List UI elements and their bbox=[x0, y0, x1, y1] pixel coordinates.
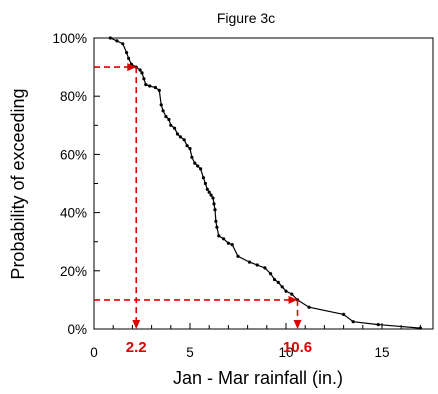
y-axis: 0% 20% 40% 60% 80% 100% bbox=[52, 31, 100, 337]
data-point bbox=[418, 326, 422, 330]
data-point bbox=[276, 280, 280, 284]
data-point bbox=[153, 85, 157, 90]
data-point bbox=[127, 56, 131, 61]
exceedance-curve bbox=[110, 37, 421, 329]
data-point bbox=[142, 77, 146, 81]
data-point bbox=[217, 234, 221, 238]
data-point bbox=[199, 167, 203, 171]
data-point bbox=[280, 285, 284, 289]
data-point bbox=[209, 193, 213, 197]
data-point bbox=[269, 272, 273, 276]
x-axis-label: Jan - Mar rainfall (in.) bbox=[173, 368, 343, 388]
data-point bbox=[376, 323, 380, 327]
data-point bbox=[121, 42, 125, 46]
data-point bbox=[196, 164, 200, 168]
data-point bbox=[159, 103, 163, 107]
data-point bbox=[193, 161, 197, 165]
y-axis-label: Probability of exceeding bbox=[8, 88, 28, 279]
data-point bbox=[185, 144, 189, 148]
data-point bbox=[148, 84, 152, 88]
data-point bbox=[342, 312, 346, 316]
data-point bbox=[108, 36, 112, 40]
data-point bbox=[188, 147, 192, 151]
x-tick-label: 10 bbox=[278, 345, 293, 360]
data-point bbox=[201, 176, 205, 180]
data-point bbox=[138, 68, 142, 72]
callout-right-arrowhead bbox=[127, 63, 137, 72]
data-point bbox=[226, 241, 230, 245]
data-point bbox=[203, 181, 207, 186]
data-point bbox=[144, 83, 148, 87]
data-point bbox=[140, 71, 144, 75]
data-point bbox=[230, 243, 234, 247]
data-point bbox=[215, 225, 219, 229]
callout-value-label: 2.2 bbox=[126, 339, 147, 356]
callout-layer: 2.2 10.6 bbox=[94, 63, 312, 356]
data-point bbox=[175, 132, 180, 136]
data-point bbox=[272, 277, 277, 282]
data-point bbox=[164, 115, 168, 119]
data-point bbox=[161, 109, 165, 113]
series-layer bbox=[108, 36, 422, 330]
y-tick-label: 0% bbox=[67, 322, 87, 337]
data-point bbox=[255, 263, 259, 267]
chart-title: Figure 3c bbox=[217, 10, 275, 26]
callout-down-arrowhead bbox=[132, 320, 141, 329]
data-point bbox=[284, 289, 288, 293]
data-point bbox=[213, 208, 217, 212]
data-point bbox=[207, 190, 211, 194]
data-point bbox=[157, 88, 161, 92]
data-point bbox=[236, 254, 240, 258]
data-point bbox=[212, 202, 216, 206]
x-tick-label: 0 bbox=[90, 345, 98, 360]
y-tick-label: 100% bbox=[52, 31, 87, 46]
data-point bbox=[115, 39, 119, 43]
data-point bbox=[182, 138, 186, 142]
callout-b-value-label: 10.6 bbox=[283, 339, 312, 356]
y-tick-label: 40% bbox=[60, 206, 87, 221]
y-tick-label: 80% bbox=[60, 89, 87, 104]
data-point bbox=[307, 305, 311, 309]
x-tick-label: 15 bbox=[374, 345, 389, 360]
data-point bbox=[205, 187, 209, 191]
x-axis: 0 5 10 15 bbox=[90, 323, 421, 360]
y-tick-label: 60% bbox=[60, 147, 87, 162]
data-point bbox=[290, 292, 294, 296]
y-tick-label: 20% bbox=[60, 264, 87, 279]
data-point bbox=[178, 135, 182, 139]
data-point bbox=[169, 123, 173, 127]
x-tick-label: 5 bbox=[186, 345, 194, 360]
callout-b-right-arrowhead bbox=[288, 295, 298, 304]
data-point bbox=[247, 260, 252, 264]
data-point bbox=[167, 117, 171, 122]
data-point bbox=[214, 219, 218, 223]
data-point bbox=[190, 155, 194, 159]
data-point bbox=[211, 196, 215, 200]
data-point bbox=[351, 320, 355, 324]
data-point bbox=[125, 51, 129, 55]
data-point bbox=[222, 237, 226, 241]
data-point bbox=[263, 266, 267, 270]
callout-b-down-arrowhead bbox=[293, 320, 302, 329]
data-point bbox=[173, 126, 177, 130]
